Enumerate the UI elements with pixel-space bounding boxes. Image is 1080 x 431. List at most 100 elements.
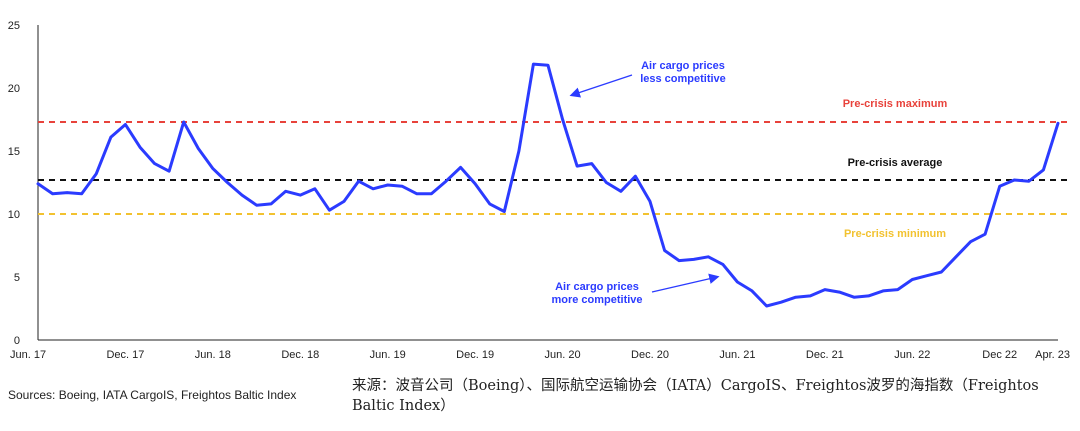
data-point <box>809 294 812 298</box>
x-tick-label: Apr. 23 <box>1035 349 1070 361</box>
x-tick-label: Jun. 21 <box>719 349 755 361</box>
data-point <box>430 192 433 196</box>
data-point <box>269 202 273 206</box>
annotation-arrow <box>651 273 720 293</box>
data-point <box>313 187 317 190</box>
x-tick-label: Dec 22 <box>982 349 1017 361</box>
data-point <box>415 192 419 196</box>
annotation-label: Air cargo prices <box>641 60 725 72</box>
data-point <box>823 288 827 291</box>
data-point <box>794 295 797 299</box>
data-point <box>692 258 695 261</box>
data-point <box>65 191 69 194</box>
series <box>36 62 1060 308</box>
data-point <box>605 181 608 184</box>
data-point <box>983 232 987 236</box>
data-point <box>167 169 171 173</box>
data-point <box>401 185 404 188</box>
reference-lines: Pre-crisis maximum Pre-crisis average Pre-… <box>38 98 1072 240</box>
data-point <box>1013 178 1016 182</box>
x-tick-label: Dec. 19 <box>456 349 494 361</box>
data-point <box>925 274 929 277</box>
data-point <box>969 240 972 243</box>
data-point <box>182 120 185 124</box>
x-tick-label: Dec. 20 <box>631 349 669 361</box>
x-tick-label: Jun. 19 <box>370 349 406 361</box>
x-tick-label: Jun. 18 <box>195 349 231 361</box>
data-point <box>371 187 375 190</box>
data-point <box>677 259 681 262</box>
y-tick-label: 0 <box>14 335 20 347</box>
reference-line-label: Pre-crisis maximum <box>843 98 948 110</box>
data-point <box>911 278 914 281</box>
data-point <box>736 280 739 284</box>
y-tick-label: 5 <box>14 272 20 284</box>
data-point <box>852 295 856 299</box>
data-point <box>197 147 200 150</box>
data-point <box>95 172 98 175</box>
data-point <box>226 181 229 184</box>
x-tick-label: Jun. 17 <box>10 349 46 361</box>
data-point <box>881 289 885 293</box>
data-point <box>648 200 652 203</box>
data-point <box>721 263 725 266</box>
annotation-label: Air cargo prices <box>555 281 639 293</box>
source-note: Sources: Boeing, IATA CargoIS, Freightos… <box>8 388 297 402</box>
x-tick-label: Dec. 21 <box>806 349 844 361</box>
data-point <box>211 167 215 170</box>
y-axis: 0 5 10 15 20 25 <box>8 20 39 347</box>
y-tick-label: 25 <box>8 20 20 32</box>
data-point <box>954 255 958 259</box>
reference-line-label: Pre-crisis average <box>848 157 943 169</box>
data-point <box>546 64 550 67</box>
data-point <box>1027 180 1031 183</box>
data-point <box>503 210 506 213</box>
source-note-chinese: 来源：波音公司（Boeing）、国际航空运输协会（IATA）CargoIS、Fr… <box>352 378 1039 414</box>
data-point <box>940 270 943 274</box>
x-axis: Jun. 17 Dec. 17 Jun. 18 Dec. 18 Jun. 19 Dec. … <box>10 339 1070 361</box>
data-point <box>138 146 142 149</box>
y-tick-label: 20 <box>8 83 20 95</box>
x-tick-label: Jun. 20 <box>545 349 581 361</box>
data-point <box>109 135 113 139</box>
y-tick-label: 10 <box>8 209 20 221</box>
data-point <box>575 164 579 168</box>
data-point <box>1042 168 1045 172</box>
data-point <box>299 193 302 197</box>
x-tick-label: Jun. 22 <box>894 349 930 361</box>
data-point <box>36 182 40 185</box>
data-point <box>386 183 389 187</box>
data-point <box>896 288 899 291</box>
data-point <box>561 118 564 121</box>
annotation-label: more competitive <box>551 294 642 306</box>
data-point <box>634 175 637 178</box>
data-point <box>255 203 258 207</box>
annotation-arrow <box>569 74 633 98</box>
data-point <box>459 166 462 169</box>
data-point <box>153 162 156 165</box>
x-tick-label: Dec. 18 <box>281 349 319 361</box>
data-point <box>1056 122 1060 125</box>
data-point <box>342 200 346 203</box>
data-point <box>444 180 448 183</box>
reference-line-label: Pre-crisis minimum <box>844 228 946 240</box>
data-point <box>765 304 768 308</box>
data-point <box>357 180 360 183</box>
data-point <box>488 202 491 206</box>
data-point <box>51 192 54 196</box>
data-point <box>663 249 666 252</box>
data-point <box>328 209 331 212</box>
data-point <box>750 289 754 293</box>
data-point <box>838 290 841 294</box>
data-point <box>517 149 521 153</box>
data-point <box>473 182 477 185</box>
data-point <box>590 162 593 165</box>
data-point <box>619 190 623 193</box>
annotation-label: less competitive <box>640 73 726 85</box>
data-point <box>80 192 83 196</box>
y-tick-label: 15 <box>8 146 20 158</box>
data-point <box>240 193 244 197</box>
data-point <box>124 123 127 126</box>
